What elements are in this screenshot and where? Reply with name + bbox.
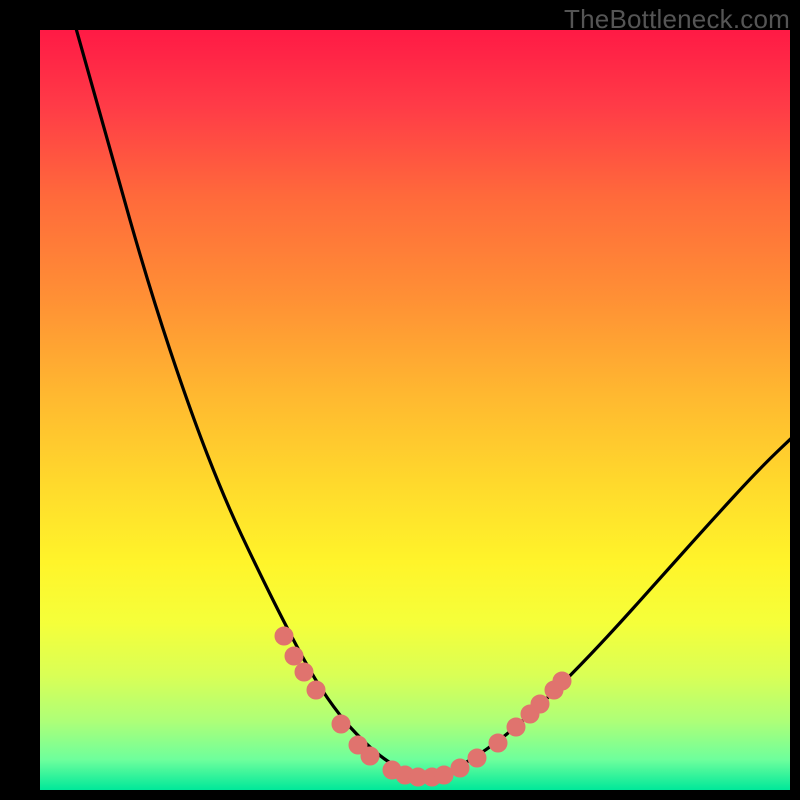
data-marker xyxy=(332,715,350,733)
data-marker xyxy=(295,663,313,681)
data-marker xyxy=(285,647,303,665)
data-marker xyxy=(451,759,469,777)
data-marker xyxy=(553,672,571,690)
data-marker xyxy=(507,718,525,736)
watermark-text: TheBottleneck.com xyxy=(564,4,790,35)
data-marker xyxy=(361,747,379,765)
data-marker xyxy=(275,627,293,645)
data-marker xyxy=(307,681,325,699)
gradient-background xyxy=(40,30,790,790)
chart-canvas: TheBottleneck.com xyxy=(0,0,800,800)
data-marker xyxy=(489,734,507,752)
data-marker xyxy=(435,766,453,784)
data-marker xyxy=(468,749,486,767)
plot-area xyxy=(40,30,790,790)
data-marker xyxy=(531,695,549,713)
bottleneck-chart-svg xyxy=(40,30,790,790)
